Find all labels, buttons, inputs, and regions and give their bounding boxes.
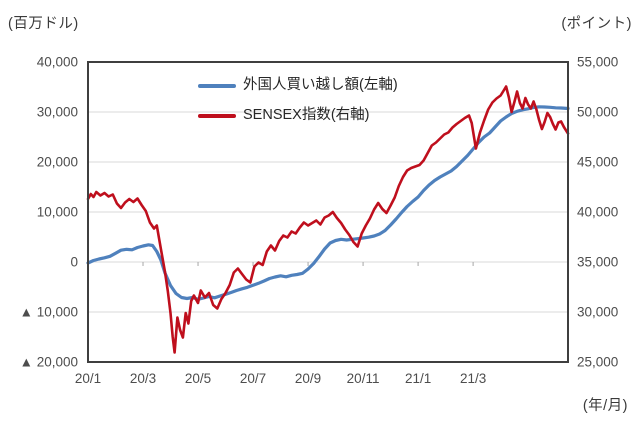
y-left-tick-label: ▲ 20,000: [20, 355, 78, 370]
legend-item-sensex-index: SENSEX指数(右軸): [198, 107, 398, 124]
legend-line-swatch-red: [198, 113, 236, 118]
y-right-tick-label: 40,000: [577, 205, 618, 220]
x-tick-label: 20/7: [240, 371, 266, 386]
y-right-tick-label: 25,000: [577, 355, 618, 370]
right-axis-unit-label: (ポイント): [561, 16, 632, 32]
y-right-tick-label: 30,000: [577, 305, 618, 320]
series-line-foreign-net-buying: [86, 105, 570, 301]
y-left-tick-label: 10,000: [37, 205, 78, 220]
x-tick-label: 21/3: [460, 371, 486, 386]
x-tick-label: 20/1: [75, 371, 101, 386]
legend-label-sensex-index: SENSEX指数(右軸): [243, 107, 370, 123]
x-tick-label: 21/1: [405, 371, 431, 386]
legend-line-swatch-blue: [198, 83, 236, 88]
y-left-tick-label: 20,000: [37, 155, 78, 170]
y-left-tick-label: 30,000: [37, 105, 78, 120]
legend-item-foreign-net-buying: 外国人買い越し額(左軸): [198, 77, 398, 94]
y-right-tick-label: 35,000: [577, 255, 618, 270]
x-tick-label: 20/11: [347, 371, 380, 386]
x-tick-label: 20/9: [295, 371, 321, 386]
y-right-tick-label: 45,000: [577, 155, 618, 170]
legend-label-foreign-net-buying: 外国人買い越し額(左軸): [243, 77, 398, 93]
y-right-tick-label: 55,000: [577, 55, 618, 70]
x-tick-label: 20/5: [185, 371, 211, 386]
y-right-tick-label: 50,000: [577, 105, 618, 120]
plot-border: [87, 61, 569, 363]
left-axis-unit-label: (百万ドル): [8, 16, 79, 32]
y-left-tick-label: ▲ 10,000: [20, 305, 78, 320]
y-left-tick-label: 0: [70, 255, 78, 270]
x-tick-label: 20/3: [130, 371, 156, 386]
legend: 外国人買い越し額(左軸) SENSEX指数(右軸): [198, 77, 398, 124]
series-line-sensex: [86, 85, 570, 354]
x-axis-unit-label: (年/月): [582, 398, 628, 414]
y-left-tick-label: 40,000: [37, 55, 78, 70]
